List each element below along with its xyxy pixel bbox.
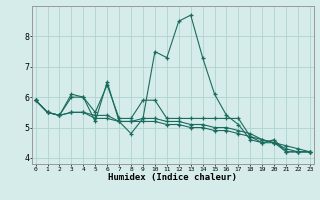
- X-axis label: Humidex (Indice chaleur): Humidex (Indice chaleur): [108, 173, 237, 182]
